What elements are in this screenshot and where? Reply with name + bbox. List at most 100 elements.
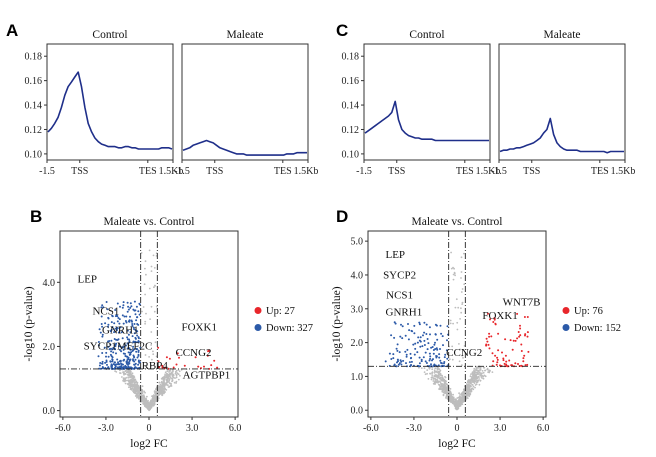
down-point <box>133 356 136 359</box>
up-point <box>505 360 508 363</box>
ns-point <box>455 399 458 401</box>
ns-point <box>133 376 136 378</box>
ns-point <box>457 407 459 409</box>
down-point <box>120 331 123 334</box>
down-point <box>129 351 132 354</box>
up-point <box>517 331 520 333</box>
ns-point <box>477 369 479 372</box>
ns-point <box>450 251 452 254</box>
ns-point <box>418 366 420 369</box>
down-point <box>436 348 439 351</box>
down-point <box>419 340 422 343</box>
y-tick-label: 2.0 <box>43 342 56 353</box>
up-point <box>501 351 503 354</box>
ns-point <box>159 383 162 386</box>
down-point <box>399 359 402 362</box>
ns-point <box>127 386 130 389</box>
up-point <box>197 365 200 368</box>
legend-marker <box>254 307 262 314</box>
down-point <box>110 350 113 353</box>
down-point <box>135 319 138 322</box>
down-point <box>414 342 417 345</box>
legend-label: Down: 327 <box>266 323 313 334</box>
up-point <box>496 361 499 364</box>
gene-label: NCS1 <box>92 305 119 317</box>
ns-point <box>173 381 176 384</box>
down-point <box>114 327 117 330</box>
down-point <box>413 324 416 327</box>
ns-point <box>142 402 145 405</box>
down-point <box>414 347 417 350</box>
down-point <box>413 332 416 335</box>
y-tick-label: 1.0 <box>351 372 364 383</box>
x-tick-label: -1.5 <box>491 166 507 177</box>
down-point <box>404 334 407 337</box>
ns-point <box>158 381 161 384</box>
ns-point <box>438 380 441 383</box>
up-point <box>524 364 527 367</box>
down-point <box>137 363 140 366</box>
ns-point <box>441 390 444 393</box>
down-point <box>119 305 121 308</box>
down-point <box>407 323 409 325</box>
down-point <box>111 360 114 363</box>
ns-point <box>484 369 486 372</box>
ns-point <box>443 382 446 384</box>
ns-point <box>456 328 459 331</box>
down-point <box>123 358 126 361</box>
down-point <box>117 361 119 364</box>
ns-point <box>437 371 439 374</box>
ns-point <box>450 394 452 397</box>
ns-point <box>478 383 481 386</box>
ns-point <box>453 404 456 406</box>
ns-point <box>473 373 476 376</box>
ns-point <box>149 406 152 409</box>
down-point <box>118 360 121 363</box>
ns-point <box>148 409 151 411</box>
down-point <box>424 360 427 363</box>
x-tick-label: -3.0 <box>406 423 422 434</box>
x-tick-label: TSS <box>206 166 223 177</box>
ns-point <box>453 267 455 270</box>
ns-point <box>469 384 472 387</box>
up-point <box>178 356 180 359</box>
down-point <box>423 321 426 324</box>
down-point <box>429 355 432 358</box>
down-point <box>108 348 111 351</box>
up-point <box>511 348 514 351</box>
down-point <box>135 305 138 308</box>
ns-point <box>165 375 168 378</box>
ns-point <box>476 376 479 378</box>
down-point <box>392 353 395 356</box>
ns-point <box>423 371 426 373</box>
ns-point <box>438 371 441 374</box>
ns-point <box>148 249 151 252</box>
down-point <box>128 347 131 350</box>
ns-point <box>152 353 155 356</box>
down-point <box>133 309 136 312</box>
ns-point <box>141 385 144 388</box>
ns-point <box>458 343 460 345</box>
ns-point <box>458 400 461 403</box>
down-point <box>110 339 113 342</box>
down-point <box>430 346 433 349</box>
down-point <box>440 361 442 364</box>
up-point <box>503 362 506 365</box>
ns-point <box>157 391 159 393</box>
down-point <box>405 353 408 356</box>
down-point <box>104 361 107 364</box>
ns-point <box>127 376 130 379</box>
panel-letter-d: D <box>336 207 348 226</box>
up-point <box>519 327 522 330</box>
legend-marker <box>254 324 262 331</box>
up-point <box>519 324 521 327</box>
x-tick-label: 6.0 <box>537 423 550 434</box>
ns-point <box>452 322 454 325</box>
x-tick-label: 3.0 <box>186 423 199 434</box>
down-point <box>134 313 137 316</box>
x-tick-label: -6.0 <box>55 423 71 434</box>
ns-point <box>142 365 145 368</box>
down-point <box>120 367 123 370</box>
ns-point <box>447 391 450 394</box>
